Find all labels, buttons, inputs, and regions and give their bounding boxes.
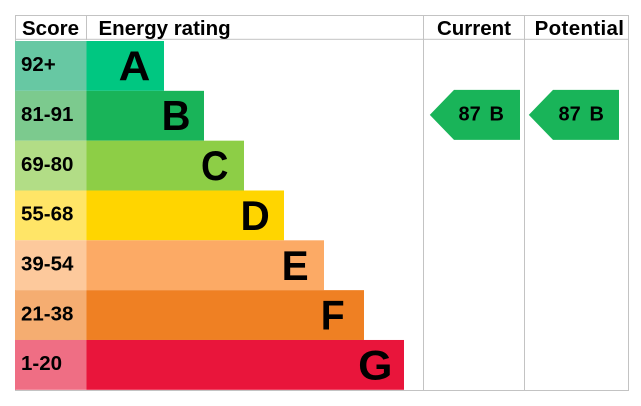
- svg-text:Score: Score: [22, 17, 79, 40]
- svg-text:G: G: [358, 342, 392, 389]
- svg-text:E: E: [282, 243, 309, 290]
- svg-text:C: C: [201, 143, 228, 189]
- svg-text:87: 87: [559, 104, 581, 126]
- svg-text:39-54: 39-54: [21, 253, 74, 276]
- svg-text:B: B: [490, 104, 504, 126]
- svg-text:1-20: 1-20: [21, 352, 62, 375]
- svg-text:D: D: [241, 193, 270, 240]
- svg-text:87: 87: [459, 104, 481, 126]
- svg-text:B: B: [590, 104, 604, 126]
- svg-text:Energy rating: Energy rating: [99, 17, 231, 40]
- svg-text:21-38: 21-38: [21, 302, 73, 325]
- svg-text:55-68: 55-68: [21, 203, 73, 226]
- svg-text:F: F: [321, 291, 345, 339]
- svg-text:92+: 92+: [21, 53, 56, 76]
- svg-text:Current: Current: [437, 17, 511, 40]
- svg-text:69-80: 69-80: [21, 153, 73, 176]
- svg-text:Potential: Potential: [535, 17, 625, 40]
- svg-text:A: A: [119, 43, 151, 90]
- svg-text:81-91: 81-91: [21, 103, 73, 126]
- svg-text:B: B: [162, 92, 191, 139]
